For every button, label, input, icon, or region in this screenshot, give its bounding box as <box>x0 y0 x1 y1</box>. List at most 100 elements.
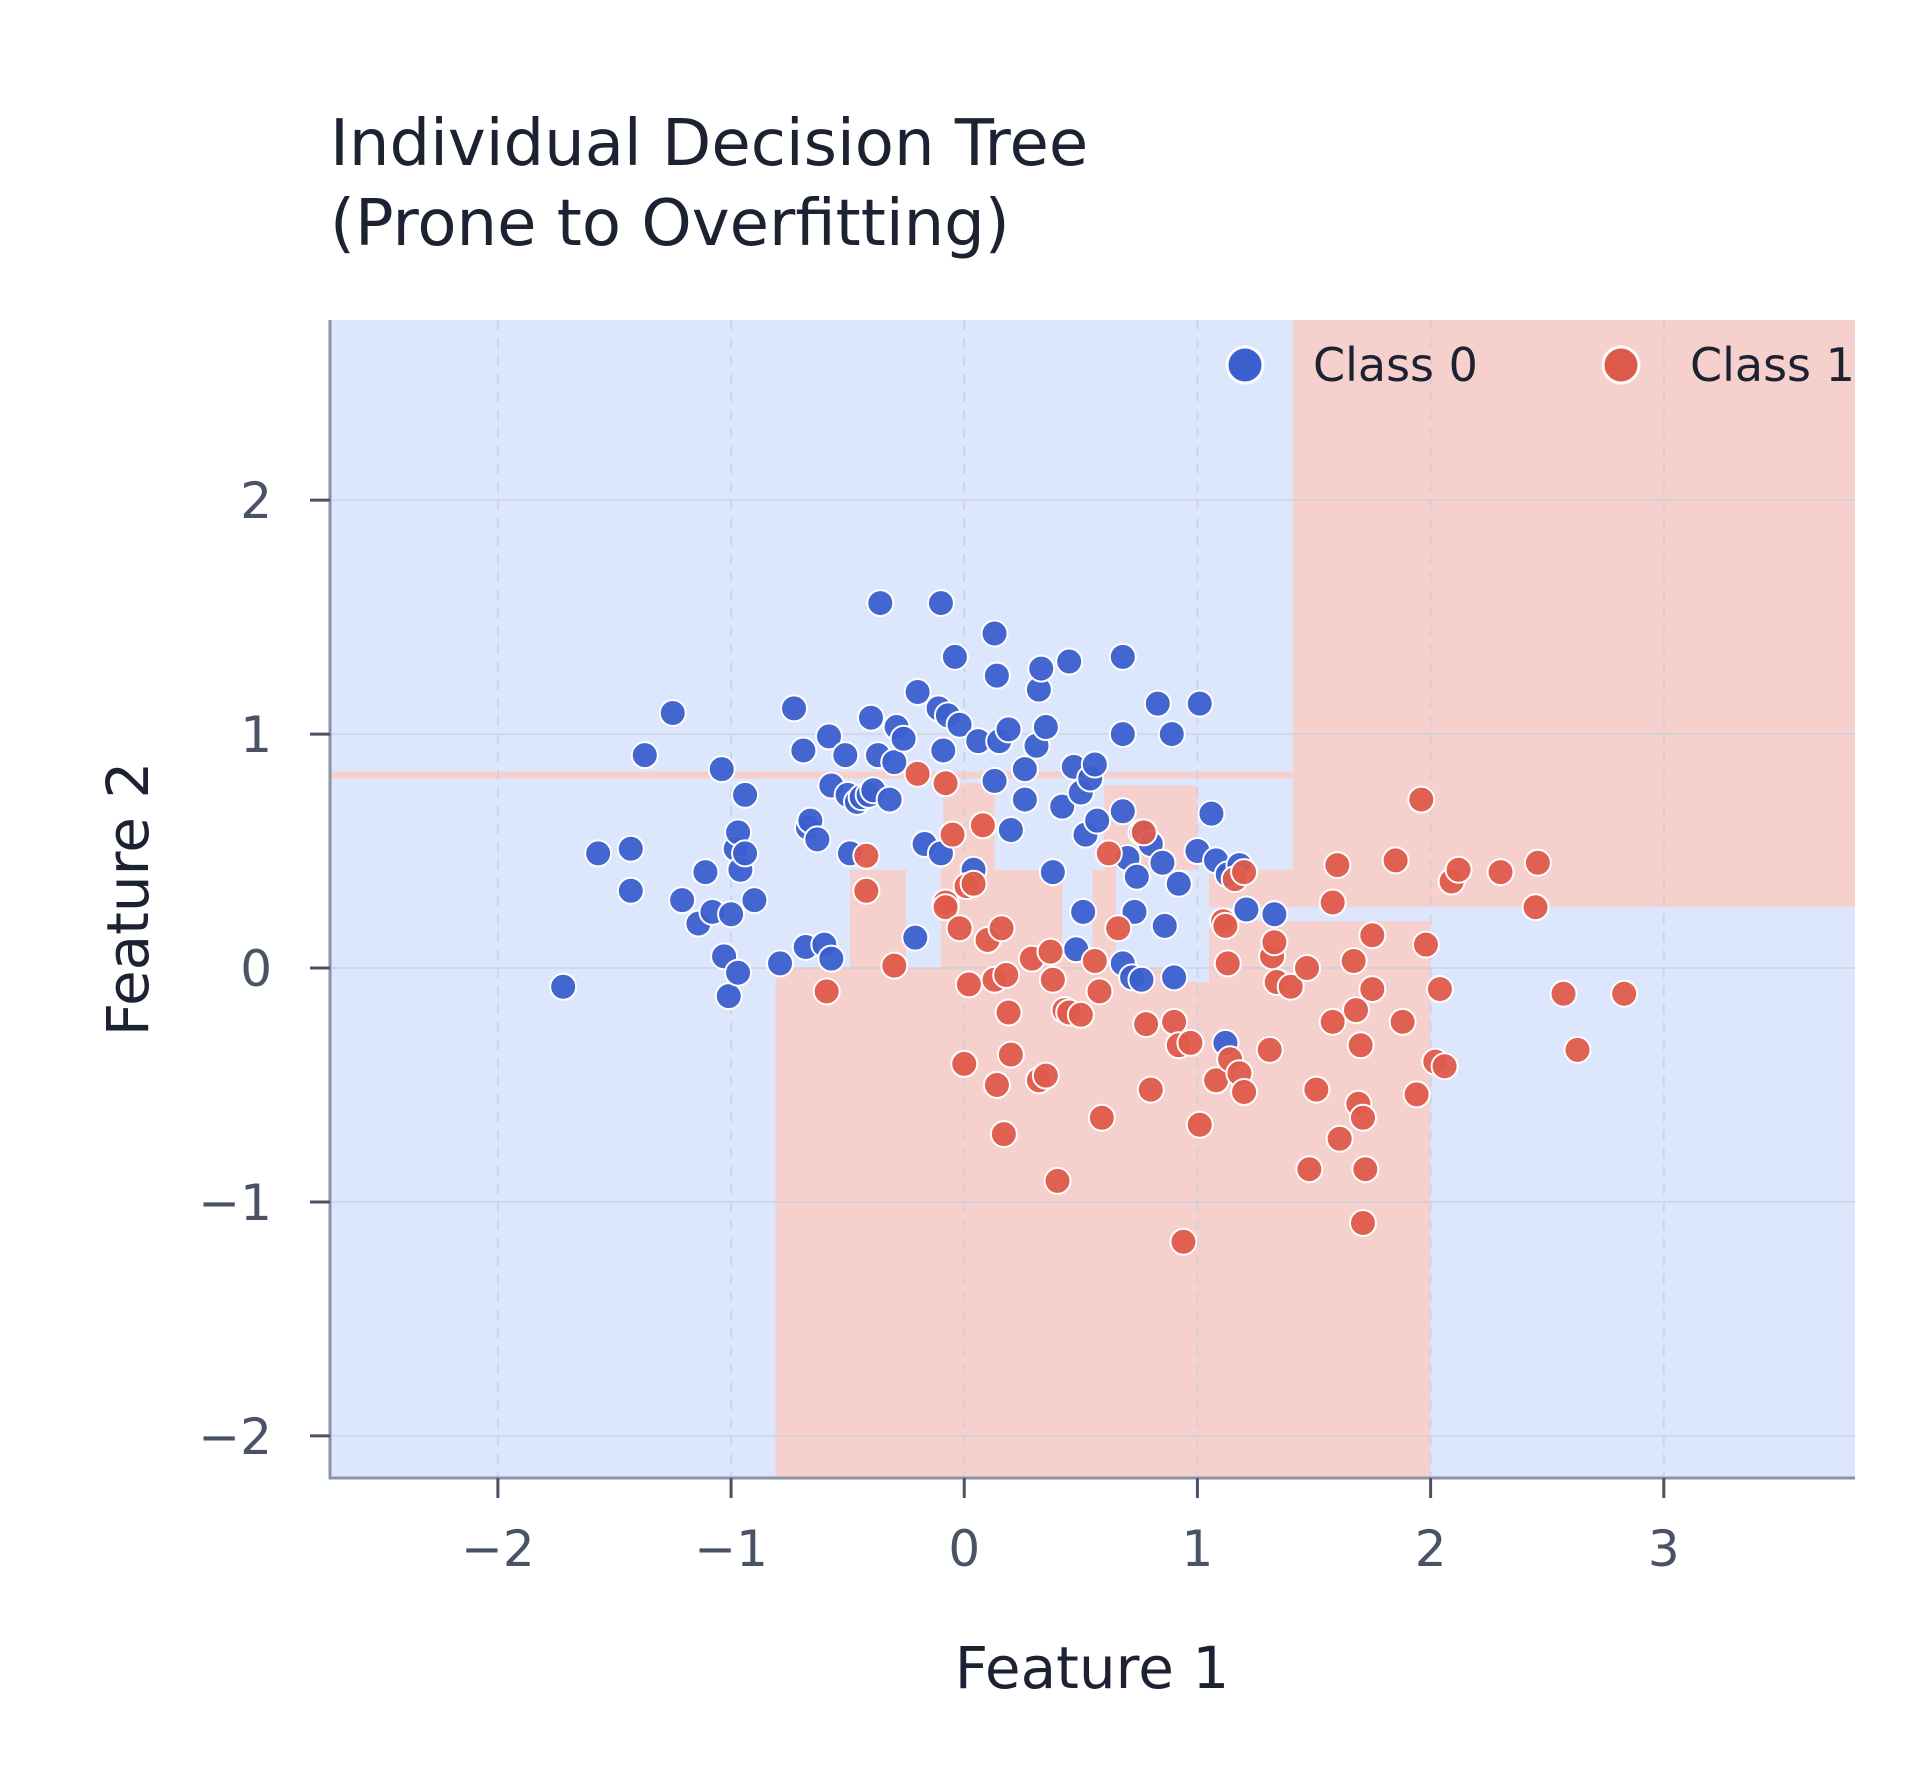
scatter-point-class-1 <box>1610 979 1639 1008</box>
scatter-point-class-0 <box>996 815 1025 844</box>
scatter-point-class-0 <box>940 642 969 671</box>
scatter-point-class-0 <box>740 886 769 915</box>
scatter-point-class-0 <box>875 785 904 814</box>
region-class-1-0 <box>775 968 1431 1478</box>
scatter-point-class-0 <box>714 982 743 1011</box>
scatter-point-class-0 <box>1127 965 1156 994</box>
x-tick-label: −1 <box>694 1520 768 1578</box>
scatter-point-class-0 <box>1164 869 1193 898</box>
scatter-point-class-0 <box>945 710 974 739</box>
scatter-point-class-1 <box>1549 979 1578 1008</box>
x-tick-label: 0 <box>948 1520 980 1578</box>
scatter-point-class-1 <box>1260 928 1289 957</box>
scatter-point-class-0 <box>1010 755 1039 784</box>
scatter-point-class-0 <box>658 699 687 728</box>
decision-regions <box>330 320 1855 1478</box>
scatter-point-class-0 <box>926 589 955 618</box>
scatter-point-class-0 <box>1197 799 1226 828</box>
scatter-point-class-0 <box>1069 897 1098 926</box>
scatter-point-class-1 <box>1211 911 1240 940</box>
scatter-point-class-1 <box>1302 1075 1331 1104</box>
scatter-point-class-1 <box>1407 785 1436 814</box>
scatter-point-class-0 <box>1027 654 1056 683</box>
scatter-point-class-1 <box>1104 914 1133 943</box>
scatter-point-class-1 <box>1295 1155 1324 1184</box>
scatter-point-class-1 <box>1523 848 1552 877</box>
scatter-point-class-0 <box>1083 806 1112 835</box>
scatter-point-class-0 <box>1031 713 1060 742</box>
scatter-point-class-1 <box>954 970 983 999</box>
scatter-point-class-0 <box>889 724 918 753</box>
scatter-point-class-1 <box>982 1070 1011 1099</box>
scatter-point-class-0 <box>1148 848 1177 877</box>
scatter-point-class-1 <box>931 893 960 922</box>
scatter-point-class-0 <box>616 876 645 905</box>
scatter-point-class-1 <box>1276 972 1305 1001</box>
scatter-point-class-1 <box>1185 1110 1214 1139</box>
scatter-point-class-0 <box>856 703 885 732</box>
y-tick-label: −2 <box>198 1408 272 1466</box>
y-axis-label: Feature 2 <box>94 762 162 1037</box>
scatter-point-class-1 <box>938 820 967 849</box>
region-class-1-2 <box>1293 320 1855 905</box>
scatter-point-class-1 <box>852 841 881 870</box>
scatter-point-class-1 <box>1255 1035 1284 1064</box>
x-tick-label: −2 <box>461 1520 535 1578</box>
region-class-0-1 <box>905 869 941 969</box>
scatter-point-class-1 <box>1521 893 1550 922</box>
scatter-point-class-1 <box>1080 946 1109 975</box>
scatter-point-class-1 <box>1230 858 1259 887</box>
scatter-point-class-0 <box>929 736 958 765</box>
scatter-point-class-1 <box>1038 965 1067 994</box>
region-class-1-6 <box>330 771 1294 779</box>
scatter-point-class-1 <box>1043 1166 1072 1195</box>
scatter-point-class-0 <box>1232 895 1261 924</box>
scatter-point-class-0 <box>584 839 613 868</box>
scatter-point-class-1 <box>1036 937 1065 966</box>
scatter-point-class-0 <box>1160 963 1189 992</box>
scatter-point-class-1 <box>1425 975 1454 1004</box>
scatter-point-class-1 <box>1318 888 1347 917</box>
scatter-point-class-0 <box>982 661 1011 690</box>
scatter-point-class-0 <box>717 900 746 929</box>
scatter-point-class-1 <box>931 769 960 798</box>
scatter-point-class-1 <box>1430 1052 1459 1081</box>
scatter-point-class-0 <box>780 694 809 723</box>
scatter-point-class-1 <box>1411 930 1440 959</box>
scatter-point-class-0 <box>1122 862 1151 891</box>
legend-marker-class-0 <box>1225 345 1265 385</box>
scatter-point-class-0 <box>630 741 659 770</box>
scatter-point-class-1 <box>1318 1007 1347 1036</box>
scatter-point-class-0 <box>766 949 795 978</box>
tick-labels: −2 −1 0 1 2 3 −2 −1 0 1 2 <box>198 472 1679 1578</box>
scatter-point-class-1 <box>1358 975 1387 1004</box>
scatter-point-class-0 <box>731 780 760 809</box>
scatter-point-class-1 <box>950 1049 979 1078</box>
scatter-point-class-1 <box>1213 949 1242 978</box>
scatter-point-class-1 <box>1325 1124 1354 1153</box>
scatter-point-class-1 <box>1346 1031 1375 1060</box>
scatter-point-class-1 <box>1341 996 1370 1025</box>
scatter-point-class-0 <box>1185 689 1214 718</box>
chart-title-line-2: (Prone to Overfitting) <box>330 187 1010 261</box>
scatter-point-class-1 <box>989 1120 1018 1149</box>
scatter-point-class-1 <box>1230 1078 1259 1106</box>
scatter-point-class-1 <box>1323 851 1352 880</box>
scatter-point-class-0 <box>1260 900 1289 929</box>
scatter-point-class-1 <box>992 961 1021 990</box>
scatter-point-class-1 <box>1136 1075 1165 1104</box>
scatter-point-class-1 <box>1348 1209 1377 1238</box>
scatter-point-class-1 <box>1486 858 1515 887</box>
legend-marker-class-1 <box>1601 345 1641 385</box>
scatter-point-class-1 <box>1094 839 1123 868</box>
scatter-point-class-1 <box>1402 1080 1431 1109</box>
scatter-point-class-1 <box>1388 1007 1417 1036</box>
scatter-point-class-1 <box>903 759 932 788</box>
scatter-point-class-1 <box>1563 1035 1592 1064</box>
scatter-point-class-0 <box>1108 720 1137 749</box>
scatter-point-class-0 <box>1038 858 1067 887</box>
x-tick-label: 2 <box>1415 1520 1447 1578</box>
legend-label-class-1: Class 1 <box>1690 338 1855 392</box>
scatter-point-class-0 <box>1108 797 1137 826</box>
